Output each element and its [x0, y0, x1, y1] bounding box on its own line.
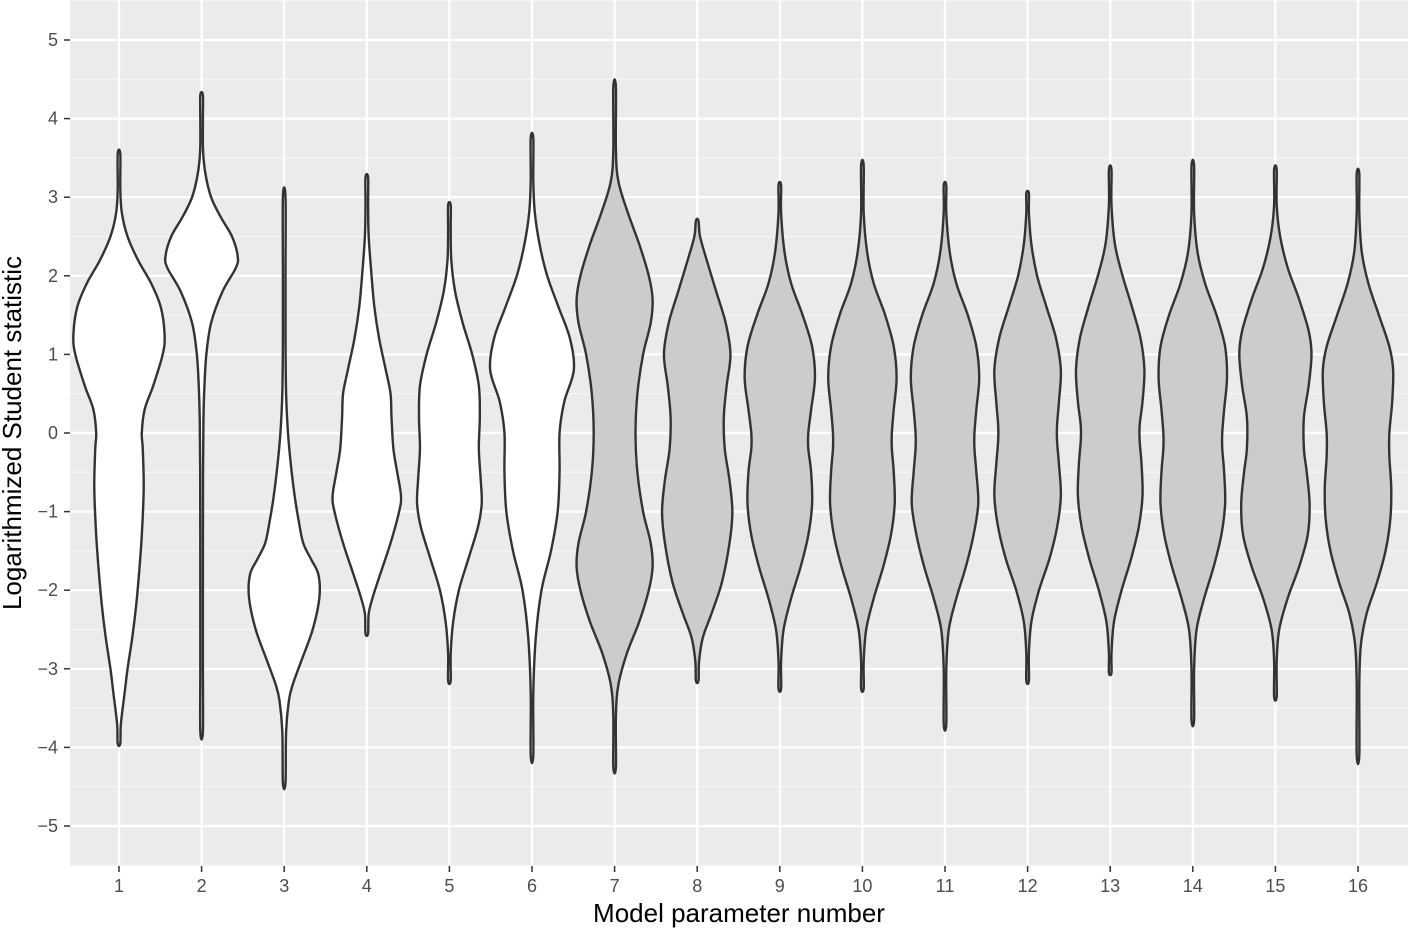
x-tick-label: 14 [1183, 876, 1203, 896]
y-tick-label: −3 [37, 659, 58, 679]
x-tick-label: 1 [114, 876, 124, 896]
y-tick-label: −1 [37, 502, 58, 522]
x-tick-label: 7 [610, 876, 620, 896]
y-tick-label: 3 [48, 187, 58, 207]
violin-2 [163, 90, 240, 741]
y-tick-label: 0 [48, 423, 58, 443]
violin-15 [1238, 164, 1313, 702]
violin-3 [247, 186, 322, 791]
x-tick-label: 6 [527, 876, 537, 896]
x-tick-label: 8 [692, 876, 702, 896]
violin-10 [827, 158, 898, 694]
violin-5 [415, 200, 484, 686]
violin-8 [660, 217, 734, 685]
x-axis-title: Model parameter number [593, 898, 885, 928]
violin-12 [993, 189, 1063, 686]
violin-4 [331, 172, 403, 638]
x-axis: 1 2 3 4 5 6 7 8 9 10 11 12 13 14 15 16 [114, 866, 1368, 896]
x-tick-label: 10 [852, 876, 872, 896]
x-tick-label: 16 [1348, 876, 1368, 896]
x-tick-label: 9 [775, 876, 785, 896]
violin-11 [909, 180, 981, 732]
x-tick-label: 11 [936, 876, 955, 896]
x-tick-label: 12 [1018, 876, 1038, 896]
violins [72, 78, 1395, 791]
violin-7 [575, 78, 654, 775]
y-axis: −5 −4 −3 −2 −1 0 1 2 3 4 5 [37, 30, 70, 836]
y-tick-label: 2 [48, 266, 58, 286]
x-tick-label: 4 [362, 876, 372, 896]
y-tick-label: −2 [37, 580, 58, 600]
violin-13 [1074, 164, 1146, 677]
x-tick-label: 5 [444, 876, 454, 896]
y-tick-label: −4 [37, 737, 58, 757]
violin-6 [488, 131, 576, 765]
x-tick-label: 2 [197, 876, 207, 896]
y-tick-label: 4 [48, 109, 58, 129]
x-tick-label: 15 [1265, 876, 1285, 896]
violin-1 [72, 148, 166, 748]
violin-16 [1321, 167, 1395, 766]
y-axis-title: Logarithmized Student statistic [0, 256, 27, 610]
y-tick-label: 1 [48, 344, 58, 364]
x-tick-label: 3 [279, 876, 289, 896]
violin-14 [1157, 158, 1229, 728]
violin-9 [743, 180, 817, 694]
minor-gridlines [70, 0, 1408, 866]
y-tick-label: −5 [37, 816, 58, 836]
y-tick-label: 5 [48, 30, 58, 50]
x-tick-label: 13 [1100, 876, 1120, 896]
